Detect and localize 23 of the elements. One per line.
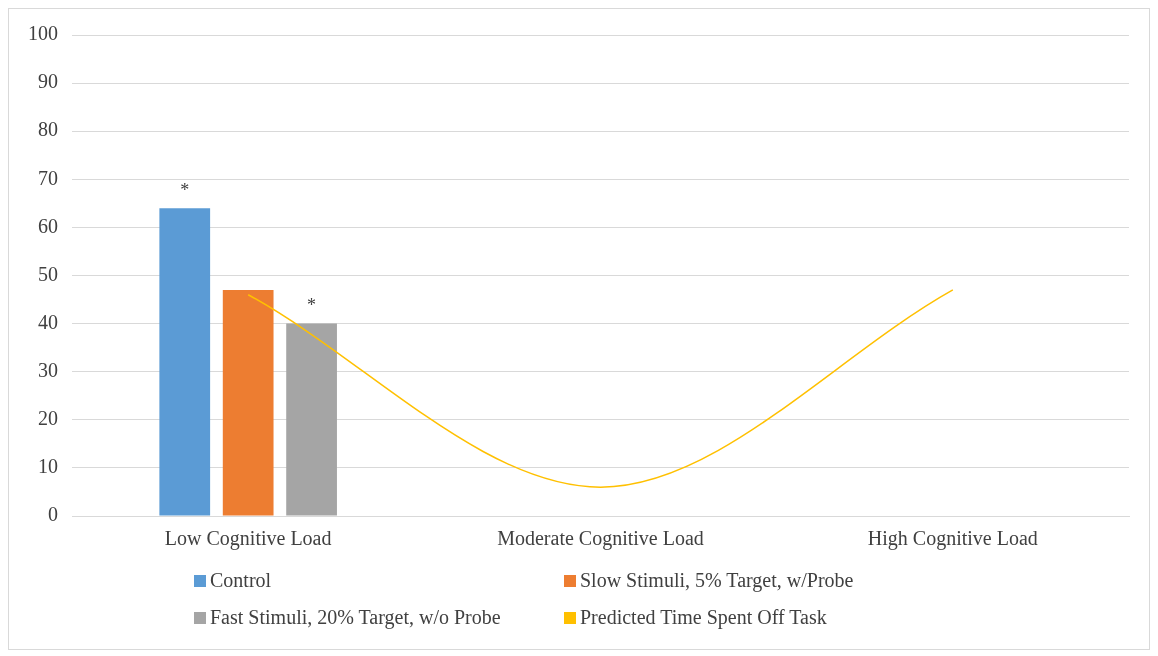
y-tick-label: 50	[38, 262, 58, 285]
legend-label: Fast Stimuli, 20% Target, w/o Probe	[210, 606, 501, 629]
x-tick-label: High Cognitive Load	[867, 527, 1038, 551]
bar	[159, 208, 211, 516]
bar	[286, 323, 337, 516]
y-tick-label: 20	[38, 407, 58, 430]
y-tick-label: 40	[38, 310, 58, 333]
bar	[222, 289, 274, 516]
y-tick-label: 30	[38, 358, 58, 381]
y-tick-label: 0	[48, 503, 58, 526]
y-tick-label: 60	[38, 214, 58, 237]
x-tick-label: Low Cognitive Load	[164, 527, 332, 551]
y-tick-label: 80	[38, 118, 58, 141]
annotation: *	[307, 295, 317, 316]
y-tick-label: 70	[38, 166, 58, 189]
legend-label: Control	[210, 569, 272, 592]
legend-label: Slow Stimuli, 5% Target, w/Probe	[580, 569, 854, 592]
y-tick-label: 100	[28, 22, 58, 45]
x-tick-label: Moderate Cognitive Load	[497, 527, 704, 551]
annotation: *	[180, 179, 190, 200]
legend-label: Predicted Time Spent Off Task	[580, 606, 827, 629]
y-tick-label: 90	[38, 70, 58, 93]
y-tick-label: 10	[38, 455, 58, 478]
